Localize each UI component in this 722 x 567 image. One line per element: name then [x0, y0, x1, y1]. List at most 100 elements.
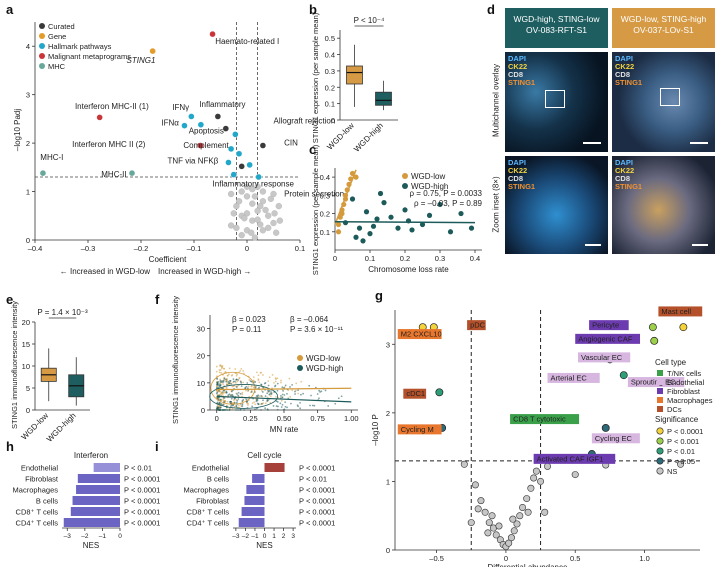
g-ytick-label: 3	[386, 340, 390, 349]
g-label-text: cDC1	[406, 389, 425, 398]
c-point	[447, 229, 454, 235]
f-point-low	[253, 401, 256, 404]
f-point-high	[219, 401, 221, 404]
b-ytick-label: 0.2	[325, 83, 335, 92]
label-cd8: CD8	[615, 70, 631, 79]
a-point-ns	[259, 198, 267, 205]
f-stat-p: P = 0.11	[232, 325, 262, 334]
f-point-low	[215, 389, 218, 392]
f-legend-label: WGD-low	[306, 354, 340, 363]
f-point-low	[231, 373, 234, 376]
h-title: Interferon	[74, 451, 108, 460]
h-bar	[76, 485, 120, 494]
f-point-high	[216, 391, 219, 394]
f-point-high	[316, 393, 319, 395]
f-point-high	[220, 402, 223, 405]
f-point-low	[262, 374, 264, 376]
f-point-high	[302, 392, 305, 395]
a-point-label: Inflammatory response	[213, 180, 295, 189]
a-point-hallmark	[235, 150, 243, 157]
g-point-ns	[484, 529, 492, 537]
g-point-ns	[477, 497, 485, 505]
c-ytick-label: 0.1	[320, 228, 330, 237]
a-point-curated	[214, 113, 222, 120]
g-point-sig	[679, 323, 688, 332]
a-point-ns	[267, 195, 275, 202]
c-point	[356, 225, 363, 231]
header-left-line2: OV-083-RFT-S1	[526, 25, 587, 35]
f-point-high	[249, 380, 252, 383]
a-xlabel: Coefficient	[149, 255, 187, 264]
g-label-text: Sprouting EC	[631, 378, 676, 387]
b-ytick-label: 0.3	[325, 67, 335, 76]
a-point-malignant	[197, 142, 204, 149]
a-point-ns	[251, 234, 259, 241]
i-pvalue: P < 0.0001	[299, 497, 335, 506]
f-point-high	[219, 407, 222, 409]
f-point-high	[233, 401, 236, 404]
f-point-high	[239, 409, 242, 411]
f-point-high	[237, 391, 240, 394]
f-point-low	[235, 374, 238, 377]
f-point-low	[276, 377, 279, 380]
f-point-high	[284, 405, 287, 408]
a-point-ns	[254, 216, 261, 223]
f-contour-high	[209, 384, 279, 409]
c-point	[388, 214, 394, 220]
c-point	[360, 238, 366, 244]
f-point-high	[216, 383, 218, 386]
f-xtick-label: 0.25	[243, 414, 258, 423]
f-point-low	[223, 367, 225, 370]
f-stat-beta: β = 0.023	[232, 315, 266, 324]
f-point-low	[269, 395, 272, 398]
f-xtick-label: 1.00	[344, 414, 359, 423]
i-category: Fibroblast	[196, 497, 230, 506]
f-point-high	[272, 405, 275, 407]
f-point-high	[266, 392, 269, 395]
g-label-text: CD8 T cytotoxic	[513, 415, 566, 424]
g-xtick-label: 0	[504, 554, 508, 563]
c-xtick-label: 0	[333, 254, 337, 263]
b-ytick-label: 0.5	[325, 34, 335, 43]
g-label-text: Vascular EC	[581, 353, 623, 362]
f-point-high	[279, 402, 282, 405]
header-left-line1: WGD-high, STING-low	[513, 14, 600, 24]
g-legend-swatch	[657, 370, 663, 376]
f-point-high	[250, 391, 253, 393]
f-point-low	[242, 369, 245, 372]
f-point-low	[228, 407, 231, 410]
c-point	[377, 190, 384, 197]
f-point-low	[252, 386, 255, 389]
label-sting: STING1	[615, 182, 643, 191]
a-point-label: CIN	[284, 139, 298, 148]
a-point-hallmark	[225, 159, 232, 166]
f-point-low	[280, 379, 282, 382]
a-point-label: Allograft rejection	[274, 117, 336, 126]
g-point-sig	[648, 323, 657, 332]
a-point-hallmark	[188, 113, 195, 120]
f-point-high	[228, 401, 231, 403]
c-point	[363, 209, 370, 215]
f-point-high	[260, 383, 262, 386]
f-point-low	[251, 402, 254, 405]
f-point-low	[271, 374, 274, 376]
g-legend-sig-label: NS	[667, 467, 677, 476]
f-point-low	[275, 396, 277, 398]
micro-header-left: WGD-high, STING-low OV-083-RFT-S1	[505, 8, 608, 48]
f-ytick-label: 0	[201, 406, 205, 415]
f-point-low	[219, 393, 222, 395]
a-point-ns	[241, 215, 248, 222]
f-point-low	[238, 377, 241, 380]
g-legend-sig-label: P < 0.05	[667, 457, 695, 466]
f-point-low	[245, 389, 247, 392]
e-ytick-label: 20	[22, 318, 30, 327]
g-point-sig	[435, 388, 444, 397]
i-category: B cells	[207, 475, 229, 484]
f-point-high	[239, 392, 242, 395]
a-point-ns	[230, 210, 237, 217]
a-legend-swatch	[39, 23, 45, 29]
c-point	[339, 210, 345, 217]
f-fit-low	[216, 387, 352, 391]
f-point-high	[282, 408, 285, 411]
h-bar	[72, 496, 120, 505]
